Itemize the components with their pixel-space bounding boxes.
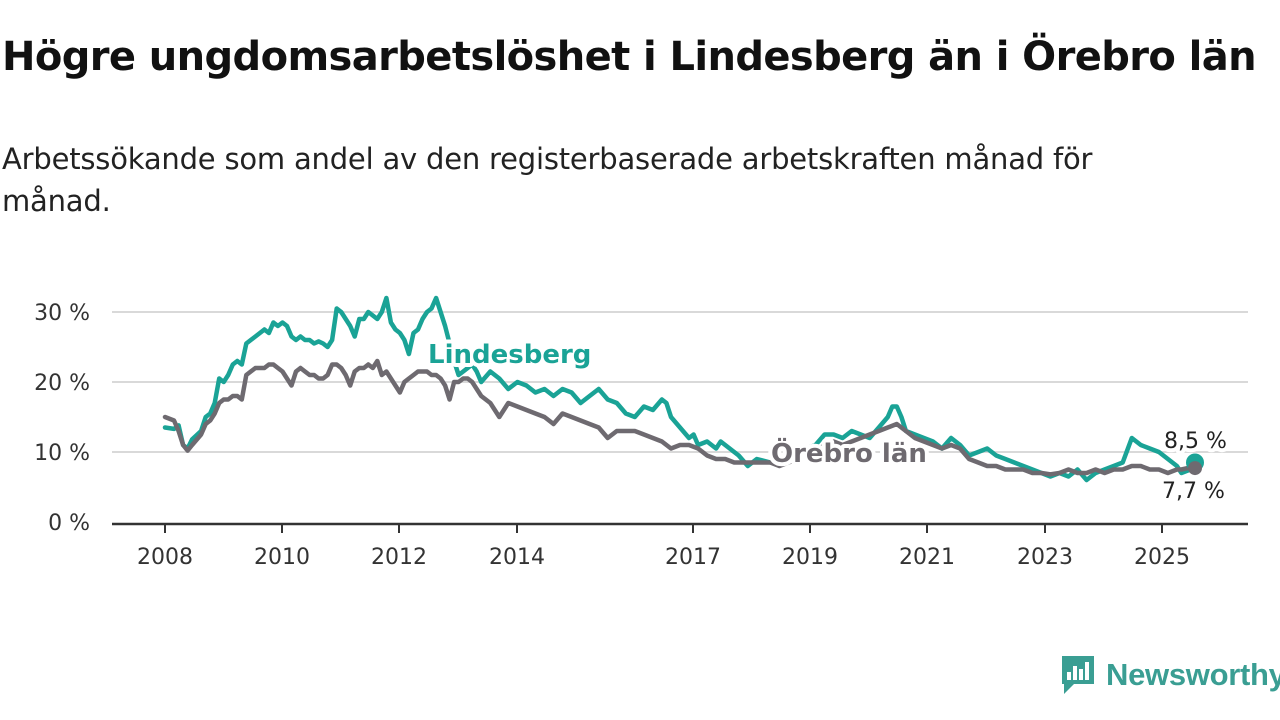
x-tick-label: 2019 xyxy=(782,545,838,570)
x-tick-label: 2010 xyxy=(254,545,310,570)
end-value-label-orebro-lan: 7,7 %7,7 % xyxy=(1158,475,1229,508)
svg-text:Lindesberg: Lindesberg xyxy=(428,340,591,370)
newsworthy-brand: Newsworthy xyxy=(1060,654,1280,696)
series-end-marker xyxy=(1188,461,1202,476)
y-tick-label: 10 % xyxy=(34,441,90,466)
x-tick-label: 2021 xyxy=(899,545,955,570)
svg-text:7,7 %: 7,7 % xyxy=(1162,479,1225,504)
axes: 0 % 10 % 20 % 30 % 2008 2010 2012 2014 2017 2019 2… xyxy=(34,301,1248,570)
svg-text:Örebro län: Örebro län xyxy=(771,436,927,469)
series-line-orebro-lan xyxy=(162,358,1198,477)
x-tick-label: 2014 xyxy=(489,545,545,570)
y-tick-label: 30 % xyxy=(34,301,90,326)
newsworthy-logo-icon xyxy=(1062,656,1094,694)
series-line-lindesberg xyxy=(162,295,1198,483)
chart-subtitle: Arbetssökande som andel av den registerb… xyxy=(2,142,1093,218)
svg-text:8,5 %: 8,5 % xyxy=(1164,429,1227,454)
svg-text:8,5 %: 8,5 % xyxy=(1164,429,1227,454)
chart-title: Högre ungdomsarbetslöshet i Lindesberg ä… xyxy=(2,34,1257,80)
svg-text:7,7 %: 7,7 % xyxy=(1162,479,1225,504)
end-value-label-lindesberg: 8,5 %8,5 % xyxy=(1160,425,1231,458)
line-chart: 0 % 10 % 20 % 30 % 2008 2010 2012 2014 2017 2019 2… xyxy=(34,295,1248,570)
series-lines xyxy=(162,295,1204,483)
grid-lines xyxy=(112,311,1248,453)
svg-text:Lindesberg: Lindesberg xyxy=(428,340,591,370)
x-tick-label: 2012 xyxy=(371,545,427,570)
x-tick-label: 2025 xyxy=(1134,545,1190,570)
x-tick-label: 2017 xyxy=(665,545,721,570)
x-tick-label: 2008 xyxy=(137,545,193,570)
y-tick-label: 20 % xyxy=(34,371,90,396)
y-tick-label: 0 % xyxy=(48,511,90,536)
x-tick-label: 2023 xyxy=(1017,545,1073,570)
brand-name: Newsworthy xyxy=(1106,657,1280,692)
svg-text:Örebro län: Örebro län xyxy=(771,436,927,469)
